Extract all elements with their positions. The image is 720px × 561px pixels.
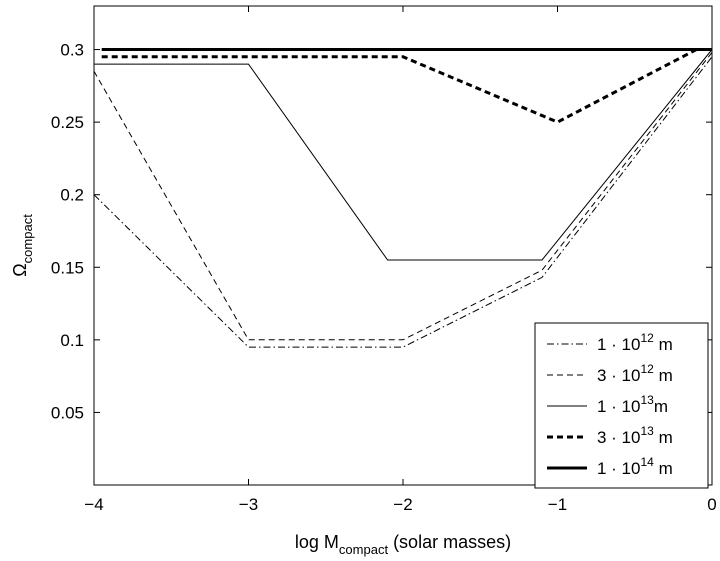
y-tick-label: 0.3 [60, 41, 84, 60]
x-tick-label: −2 [393, 495, 412, 514]
x-axis-title: log Mcompact (solar masses) [295, 532, 511, 557]
series-lines [93, 48, 713, 348]
legend-label-2: 3 · 1012 m [597, 362, 673, 385]
legend: 1 · 1012 m 3 · 1012 m 1 · 1013m 3 · 1013 m 1… [534, 322, 709, 489]
legend-label-5: 1 · 1014 m [597, 455, 673, 478]
legend-label-3: 1 · 1013m [597, 393, 668, 416]
y-tick-label: 0.25 [51, 113, 84, 132]
y-tick-label: 0.15 [51, 258, 84, 277]
series-line-2 [93, 52, 713, 341]
y-tick-label: 0.2 [60, 186, 84, 205]
plot-frame [93, 5, 713, 486]
y-tick-label: 0.1 [60, 331, 84, 350]
x-tick-label: −3 [239, 495, 258, 514]
y-axis-title: Ωcompact [10, 214, 35, 277]
x-axis-label: log Mcompact (solar masses) [295, 532, 511, 557]
x-tick-label: −4 [84, 495, 103, 514]
series-line-1 [93, 56, 713, 348]
legend-label-1: 1 · 1012 m [597, 331, 673, 354]
x-tick-label: −1 [548, 495, 567, 514]
series-line-4 [101, 48, 698, 124]
series-line-3 [94, 49, 713, 261]
y-tick-label: 0.05 [51, 403, 84, 422]
y-axis-label: Ωcompact [10, 214, 35, 277]
legend-label-4: 3 · 1013 m [597, 424, 673, 447]
x-tick-label: 0 [707, 495, 716, 514]
tick-labels: −4 −3 −2 −1 0 0.05 0.1 0.15 0.2 0.25 0.3 [51, 41, 717, 514]
